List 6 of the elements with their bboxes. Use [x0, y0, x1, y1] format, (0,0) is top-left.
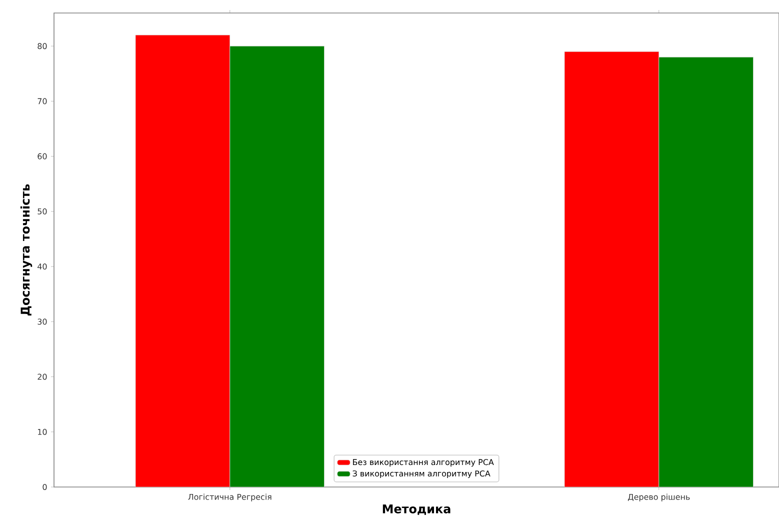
bar [230, 46, 324, 487]
bar [135, 34, 230, 487]
x-axis-title: Методика [382, 504, 450, 515]
bar [658, 56, 754, 487]
bar [564, 51, 660, 487]
y-axis-title: Досягнута точність [20, 184, 32, 316]
